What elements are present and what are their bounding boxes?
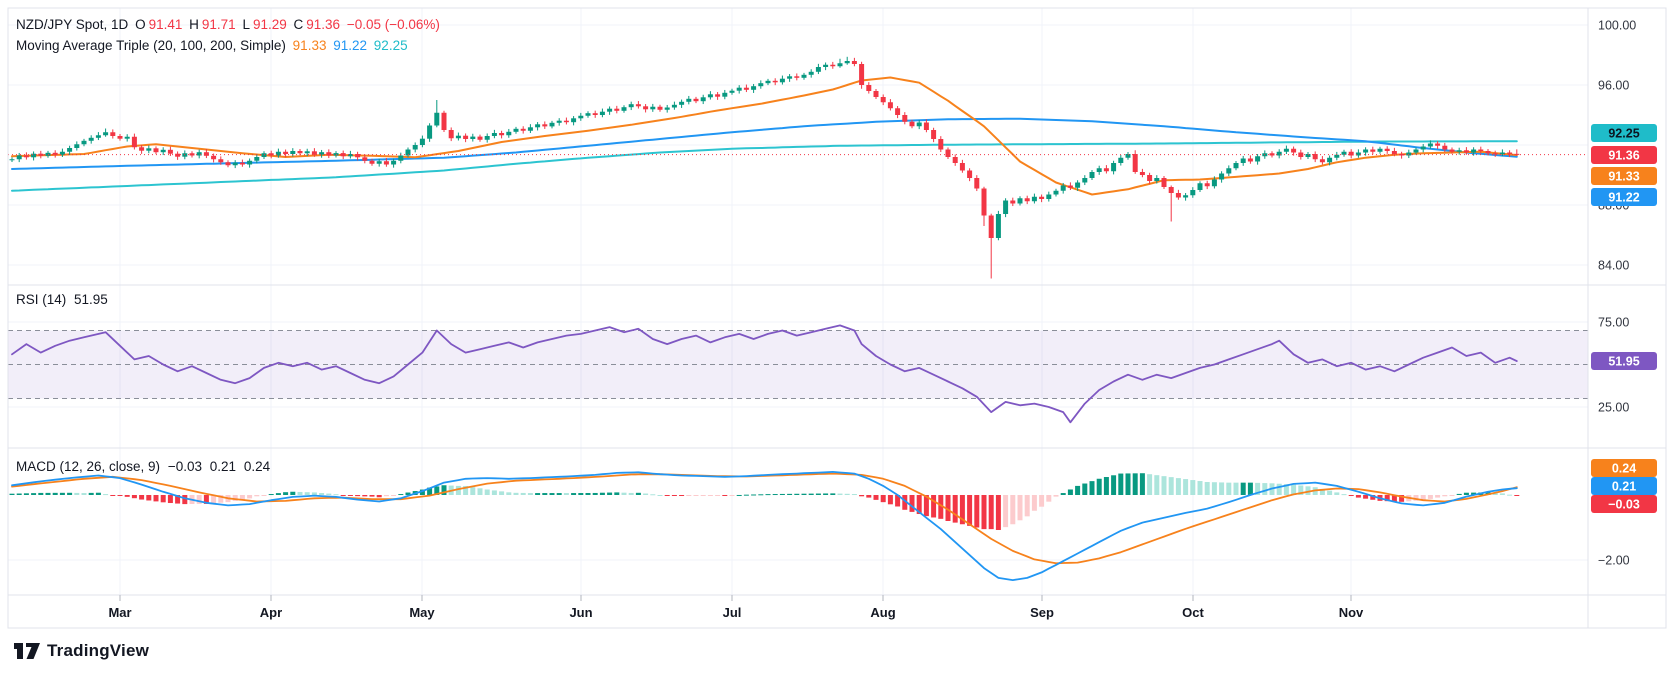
axis-badge-value: 91.36 bbox=[1608, 149, 1639, 163]
axis-label: 96.00 bbox=[1598, 79, 1629, 93]
macd-line-value: 0.21 bbox=[209, 459, 237, 474]
ohlc-low-label: L bbox=[242, 17, 250, 32]
legend-row-ma: Moving Average Triple (20, 100, 200, Sim… bbox=[16, 35, 443, 56]
rsi-value: 51.95 bbox=[74, 292, 108, 307]
axis-label: 84.00 bbox=[1598, 259, 1629, 273]
axis-badge-value: 0.24 bbox=[1612, 462, 1636, 476]
axis-label: 75.00 bbox=[1598, 316, 1629, 330]
axis-price-badge bbox=[1591, 459, 1657, 477]
axis-price-badge bbox=[1591, 188, 1657, 206]
axis-badge-value: 91.22 bbox=[1608, 191, 1639, 205]
time-axis-month-label[interactable]: Oct bbox=[1182, 605, 1204, 620]
axis-label: 100.00 bbox=[1598, 19, 1636, 33]
macd-hist-value: −0.03 bbox=[167, 459, 202, 474]
candlestick-series bbox=[9, 56, 1520, 279]
macd-title[interactable]: MACD (12, 26, close, 9) bbox=[16, 459, 161, 474]
rsi-band bbox=[8, 330, 1588, 399]
macd-signal-line bbox=[11, 472, 1518, 565]
ohlc-open-label: O bbox=[135, 17, 146, 32]
ohlc-high-label: H bbox=[189, 17, 199, 32]
time-axis[interactable]: Mar Apr May Jun Jul Aug Sep Oct Nov bbox=[108, 595, 1364, 620]
macd-main-line bbox=[11, 470, 1518, 581]
ma200-line bbox=[11, 140, 1518, 192]
panel-frame bbox=[7, 7, 1667, 629]
ohlc-open-value: 91.41 bbox=[148, 17, 183, 32]
axis-price-badge bbox=[1591, 167, 1657, 185]
rsi-title[interactable]: RSI (14) bbox=[16, 292, 67, 307]
symbol-title[interactable]: NZD/JPY Spot, 1D bbox=[16, 17, 129, 32]
time-axis-month-label[interactable]: Mar bbox=[108, 605, 131, 620]
tradingview-logo-icon bbox=[14, 643, 40, 659]
axis-price-badge bbox=[1591, 477, 1657, 495]
change-value: −0.05 (−0.06%) bbox=[346, 17, 440, 32]
ma20-value: 91.33 bbox=[292, 38, 327, 53]
axis-price-badge bbox=[1591, 146, 1657, 164]
series bbox=[8, 56, 1588, 581]
time-axis-month-label[interactable]: May bbox=[409, 605, 435, 620]
price-axis[interactable]: 100.0096.0088.0084.0075.0025.00−2.0092.2… bbox=[1591, 19, 1657, 568]
time-axis-month-label[interactable]: Apr bbox=[260, 605, 282, 620]
tradingview-logo[interactable]: TradingView bbox=[14, 641, 149, 661]
macd-legend: MACD (12, 26, close, 9) −0.03 0.21 0.24 bbox=[16, 459, 274, 474]
axis-label: −2.00 bbox=[1598, 554, 1630, 568]
ma100-line bbox=[11, 117, 1518, 170]
time-axis-month-label[interactable]: Sep bbox=[1030, 605, 1054, 620]
ohlc-close-value: 91.36 bbox=[306, 17, 341, 32]
axis-badge-value: 91.33 bbox=[1608, 170, 1639, 184]
time-axis-month-label[interactable]: Nov bbox=[1339, 605, 1364, 620]
rsi-legend: RSI (14) 51.95 bbox=[16, 292, 112, 307]
axis-badge-value: 51.95 bbox=[1608, 355, 1639, 369]
ma200-value: 92.25 bbox=[373, 38, 408, 53]
ma-indicator-title[interactable]: Moving Average Triple (20, 100, 200, Sim… bbox=[16, 38, 286, 53]
axis-price-badge bbox=[1591, 495, 1657, 513]
tradingview-logo-text: TradingView bbox=[47, 641, 150, 660]
ma100-value: 91.22 bbox=[333, 38, 368, 53]
rsi-line bbox=[11, 324, 1518, 424]
ohlc-low-value: 91.29 bbox=[252, 17, 287, 32]
axis-badge-value: 0.21 bbox=[1612, 480, 1636, 494]
ohlc-high-value: 91.71 bbox=[201, 17, 236, 32]
ohlc-close-label: C bbox=[293, 17, 304, 32]
macd-signal-value: 0.24 bbox=[243, 459, 271, 474]
time-axis-month-label[interactable]: Jun bbox=[569, 605, 592, 620]
macd-histogram bbox=[9, 473, 1520, 530]
axis-badge-value: 92.25 bbox=[1608, 127, 1639, 141]
axis-price-badge bbox=[1591, 124, 1657, 142]
time-axis-month-label[interactable]: Aug bbox=[870, 605, 895, 620]
axis-badge-value: −0.03 bbox=[1608, 498, 1640, 512]
time-axis-month-label[interactable]: Jul bbox=[723, 605, 742, 620]
axis-label: 25.00 bbox=[1598, 401, 1629, 415]
axis-price-badge bbox=[1591, 352, 1657, 370]
